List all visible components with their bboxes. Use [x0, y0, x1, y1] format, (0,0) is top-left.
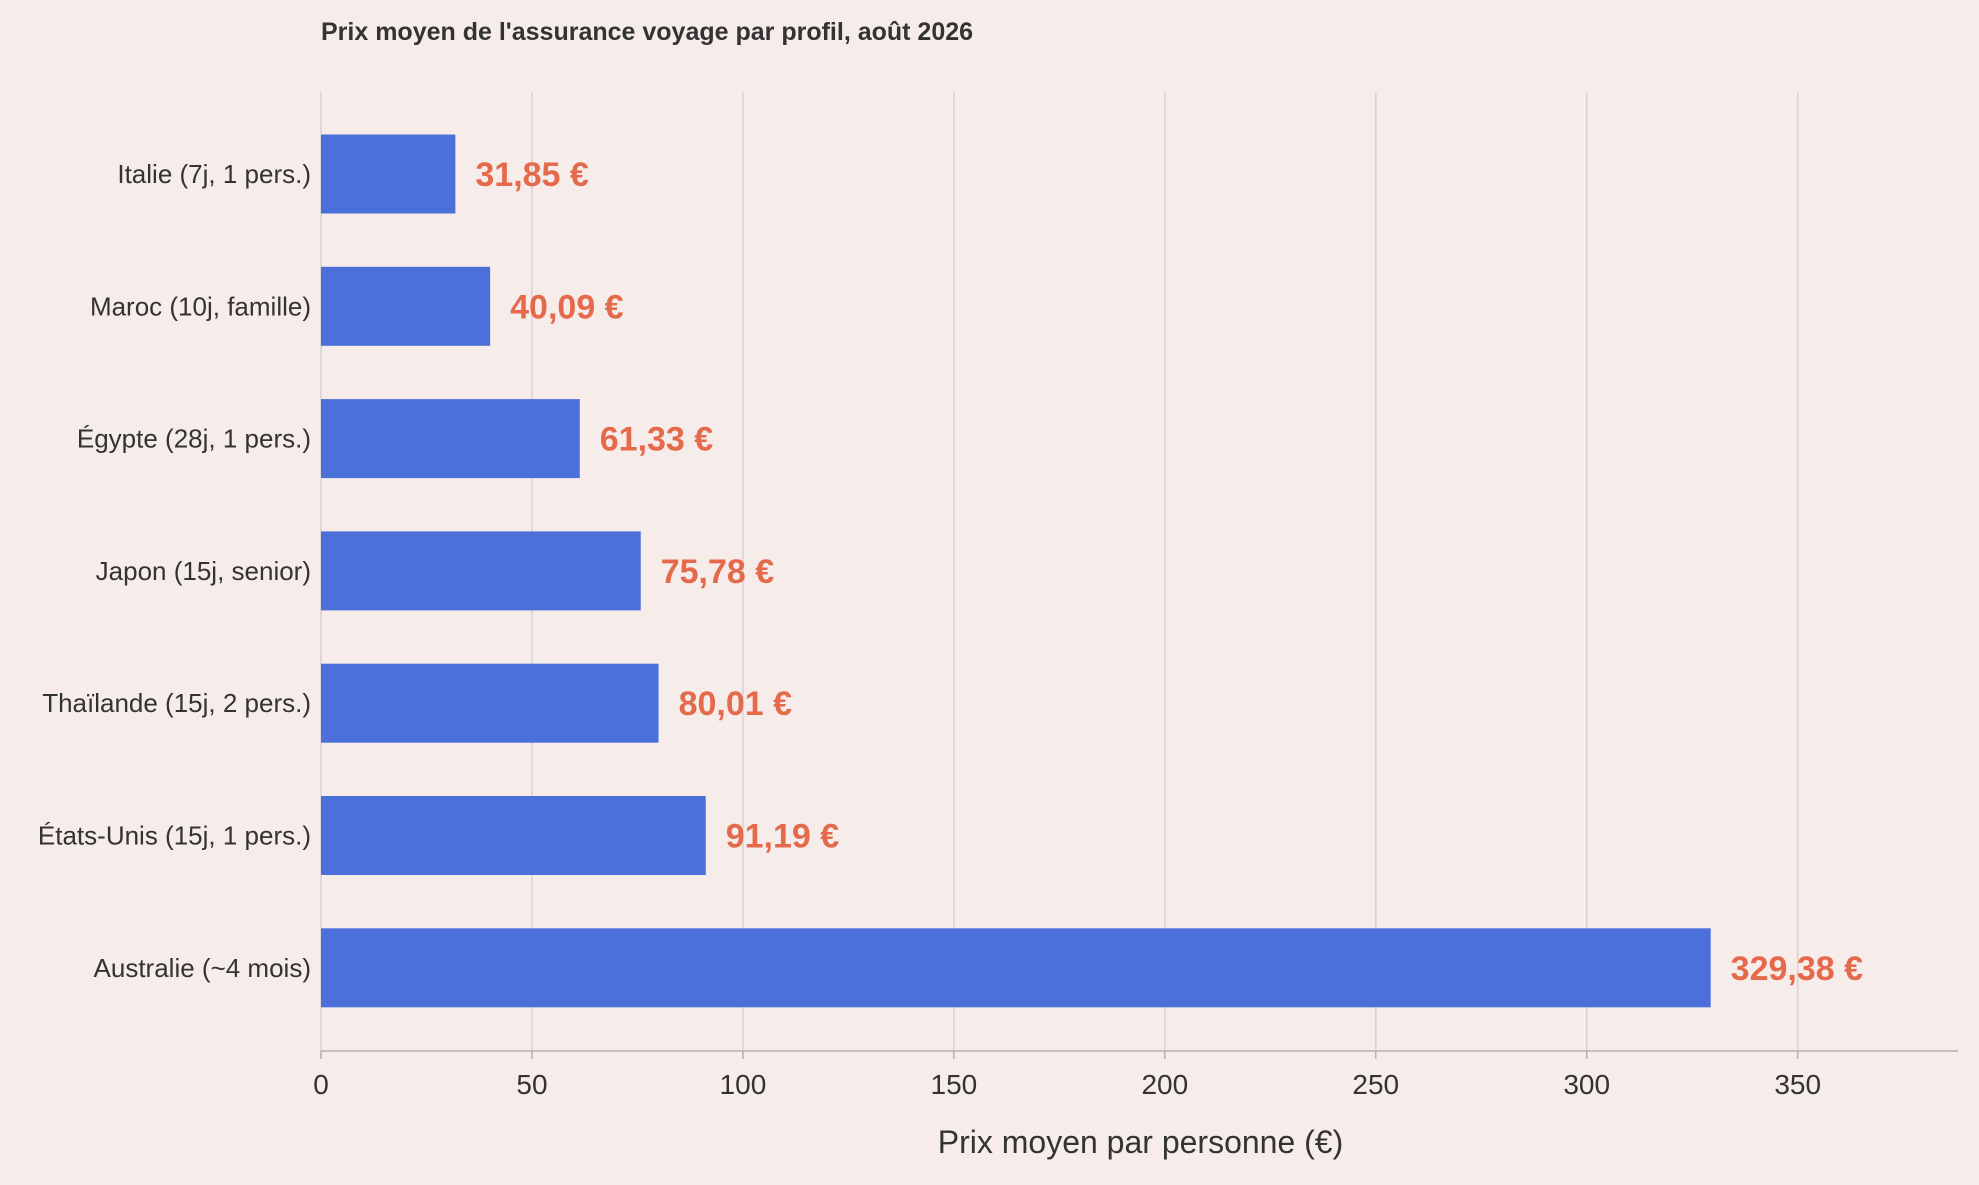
x-tick-label: 350 — [1774, 1069, 1821, 1100]
category-label: États-Unis (15j, 1 pers.) — [38, 821, 311, 851]
category-label: Thaïlande (15j, 2 pers.) — [42, 688, 311, 718]
value-label: 61,33 € — [600, 421, 714, 459]
x-tick-label: 200 — [1141, 1069, 1188, 1100]
value-label: 40,09 € — [510, 288, 624, 326]
value-label: 75,78 € — [661, 553, 775, 591]
category-labels: Italie (7j, 1 pers.) Maroc (10j, famille)… — [38, 159, 311, 983]
bar — [321, 134, 456, 214]
bar — [321, 663, 659, 743]
category-label: Australie (~4 mois) — [94, 953, 311, 983]
chart-title: Prix moyen de l'assurance voyage par pro… — [321, 18, 973, 46]
bar — [321, 399, 580, 479]
value-label: 91,19 € — [726, 818, 840, 856]
x-tick-label: 0 — [313, 1069, 329, 1100]
value-label: 31,85 € — [475, 156, 589, 194]
x-tick-label: 150 — [931, 1069, 978, 1100]
x-tick-label: 100 — [720, 1069, 767, 1100]
x-tick-labels: 0 50 100 150 200 250 300 350 — [313, 1051, 1821, 1100]
category-label: Égypte (28j, 1 pers.) — [77, 424, 311, 454]
gridlines — [320, 92, 1799, 1051]
category-label: Italie (7j, 1 pers.) — [117, 159, 311, 189]
x-tick-label: 300 — [1563, 1069, 1610, 1100]
x-axis-title: Prix moyen par personne (€) — [938, 1124, 1344, 1160]
category-label: Japon (15j, senior) — [96, 556, 311, 586]
category-label: Maroc (10j, famille) — [90, 291, 311, 321]
value-label: 329,38 € — [1731, 950, 1863, 988]
value-labels: 31,85 € 40,09 € 61,33 € 75,78 € 80,01 € 91,19… — [475, 156, 1863, 988]
x-tick-label: 250 — [1352, 1069, 1399, 1100]
x-tick-label: 50 — [516, 1069, 547, 1100]
bars — [321, 134, 1711, 1008]
value-label: 80,01 € — [679, 685, 793, 723]
bar — [321, 796, 706, 875]
bar — [321, 266, 491, 346]
bar — [321, 928, 1711, 1008]
bar — [321, 531, 641, 611]
